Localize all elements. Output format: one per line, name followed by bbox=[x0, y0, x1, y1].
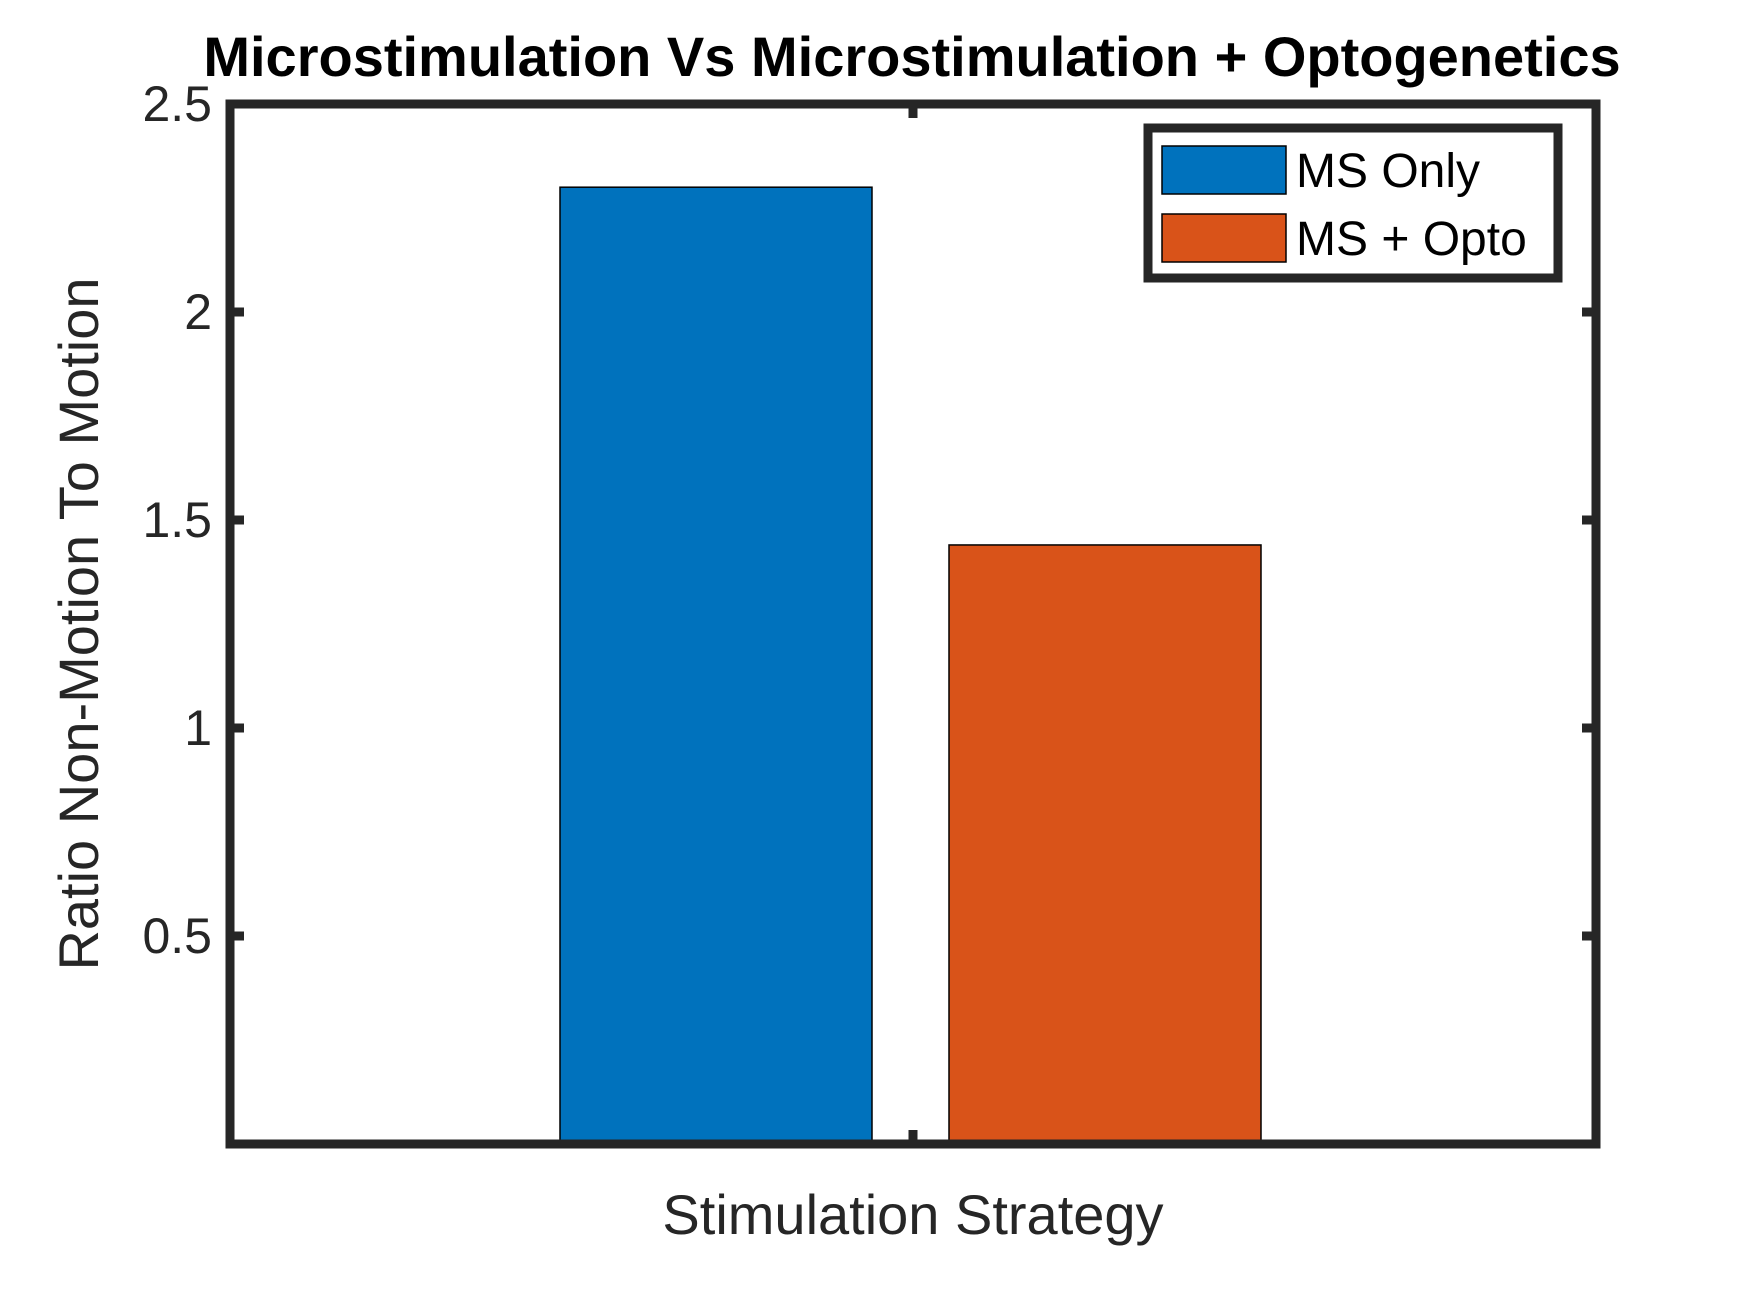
y-axis-label: Ratio Non-Motion To Motion bbox=[47, 277, 110, 970]
y-tick-label-1: 1 bbox=[184, 700, 212, 756]
y-tick-label-3: 2 bbox=[184, 284, 212, 340]
y-tick-label-2: 1.5 bbox=[142, 492, 212, 548]
bar-0 bbox=[559, 186, 873, 1145]
legend-items: MS Only MS + Opto bbox=[1161, 145, 1527, 266]
legend-label-0: MS Only bbox=[1296, 145, 1480, 198]
legend-swatch-0 bbox=[1161, 145, 1287, 195]
bar-1 bbox=[948, 544, 1262, 1145]
legend: MS Only MS + Opto bbox=[1143, 123, 1563, 283]
y-tick-label-0: 0.5 bbox=[142, 908, 212, 964]
x-axis-label: Stimulation Strategy bbox=[662, 1183, 1163, 1246]
bars-group bbox=[559, 186, 1262, 1145]
legend-label-1: MS + Opto bbox=[1296, 213, 1527, 266]
y-tick-label-4: 2.5 bbox=[142, 76, 212, 132]
legend-swatch-1 bbox=[1161, 213, 1287, 263]
chart-title: Microstimulation Vs Microstimulation + O… bbox=[203, 25, 1620, 88]
